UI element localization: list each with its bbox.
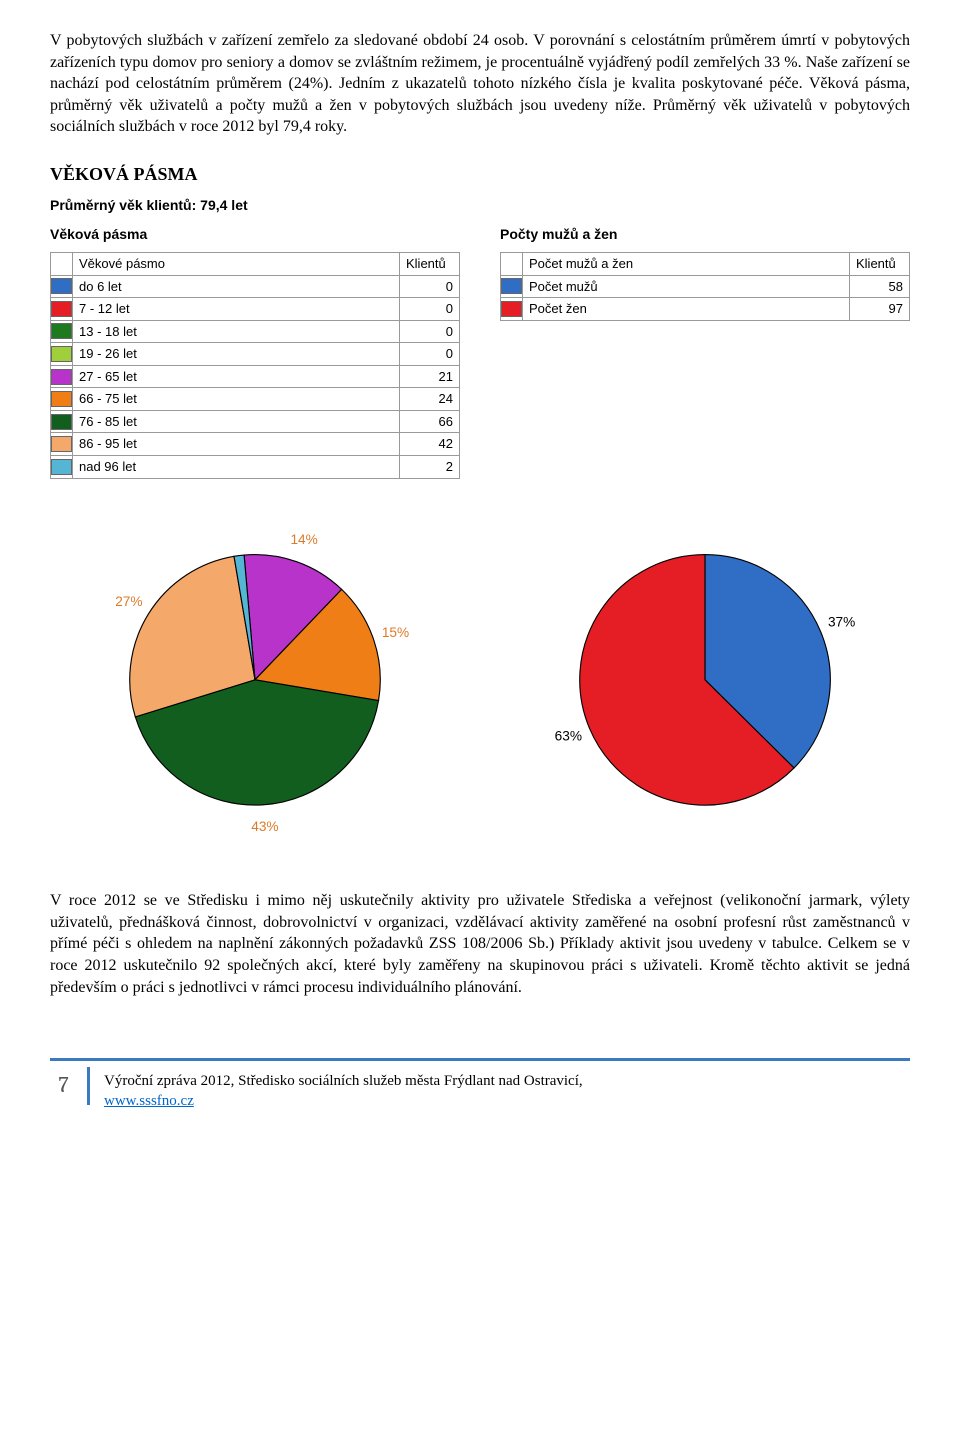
table-row: 13 - 18 let0: [51, 320, 460, 343]
pie-label: 43%: [251, 819, 278, 834]
color-swatch: [51, 436, 72, 452]
footer-text: Výroční zpráva 2012, Středisko sociálníc…: [90, 1067, 583, 1112]
charts-row: 14% 15% 43% 27% 37% 63%: [50, 509, 910, 851]
color-swatch: [51, 414, 72, 430]
table-row: 66 - 75 let24: [51, 388, 460, 411]
row-label: 66 - 75 let: [73, 388, 400, 411]
row-label: 76 - 85 let: [73, 410, 400, 433]
gender-pie-svg: 37% 63%: [500, 509, 910, 851]
table-row: 27 - 65 let21: [51, 365, 460, 388]
pie-label: 63%: [555, 728, 582, 743]
tables-row: Věková pásma Věkové pásmo Klientů do 6 l…: [50, 225, 910, 478]
color-swatch: [51, 301, 72, 317]
table-row: nad 96 let2: [51, 455, 460, 478]
row-value: 97: [850, 298, 910, 321]
row-label: Počet mužů: [523, 275, 850, 298]
age-pie-svg: 14% 15% 43% 27%: [50, 509, 460, 851]
avg-age-label: Průměrný věk klientů: 79,4 let: [50, 196, 910, 215]
age-header-count: Klientů: [400, 253, 460, 276]
color-swatch: [51, 369, 72, 385]
row-value: 58: [850, 275, 910, 298]
pie-label: 37%: [828, 614, 855, 629]
row-value: 42: [400, 433, 460, 456]
color-swatch: [51, 346, 72, 362]
footer-link[interactable]: www.sssfno.cz: [104, 1093, 194, 1109]
gender-table: Počet mužů a žen Klientů Počet mužů58Poč…: [500, 252, 910, 321]
gender-header-label: Počet mužů a žen: [523, 253, 850, 276]
age-pie-chart: 14% 15% 43% 27%: [50, 509, 460, 851]
color-swatch: [51, 391, 72, 407]
pie-label: 15%: [382, 624, 409, 639]
row-value: 24: [400, 388, 460, 411]
section-title: VĚKOVÁ PÁSMA: [50, 162, 910, 186]
age-col-title: Věková pásma: [50, 225, 460, 244]
row-label: Počet žen: [523, 298, 850, 321]
row-value: 0: [400, 298, 460, 321]
gender-column: Počty mužů a žen Počet mužů a žen Klient…: [500, 225, 910, 478]
row-label: 86 - 95 let: [73, 433, 400, 456]
pie-label: 27%: [115, 593, 142, 608]
row-value: 0: [400, 343, 460, 366]
footer-title: Výroční zpráva 2012, Středisko sociálníc…: [104, 1073, 583, 1089]
row-label: 13 - 18 let: [73, 320, 400, 343]
top-paragraph: V pobytových službách v zařízení zemřelo…: [50, 30, 910, 138]
row-value: 2: [400, 455, 460, 478]
color-swatch: [51, 459, 72, 475]
table-row: 7 - 12 let0: [51, 298, 460, 321]
age-header-label: Věkové pásmo: [73, 253, 400, 276]
color-swatch: [51, 323, 72, 339]
gender-col-title: Počty mužů a žen: [500, 225, 910, 244]
row-value: 21: [400, 365, 460, 388]
table-row: 86 - 95 let42: [51, 433, 460, 456]
pie-label: 14%: [290, 531, 317, 546]
table-row: 19 - 26 let0: [51, 343, 460, 366]
age-table: Věkové pásmo Klientů do 6 let07 - 12 let…: [50, 252, 460, 478]
row-label: nad 96 let: [73, 455, 400, 478]
bottom-paragraph: V roce 2012 se ve Středisku i mimo něj u…: [50, 890, 910, 998]
color-swatch: [501, 278, 522, 294]
row-label: 27 - 65 let: [73, 365, 400, 388]
table-row: Počet žen97: [501, 298, 910, 321]
row-value: 0: [400, 320, 460, 343]
table-row: 76 - 85 let66: [51, 410, 460, 433]
gender-pie-chart: 37% 63%: [500, 509, 910, 851]
row-label: do 6 let: [73, 275, 400, 298]
color-swatch: [51, 278, 72, 294]
gender-header-count: Klientů: [850, 253, 910, 276]
row-value: 66: [400, 410, 460, 433]
row-value: 0: [400, 275, 460, 298]
footer: 7 Výroční zpráva 2012, Středisko sociáln…: [50, 1058, 910, 1112]
page-number: 7: [50, 1067, 90, 1105]
table-row: Počet mužů58: [501, 275, 910, 298]
age-column: Věková pásma Věkové pásmo Klientů do 6 l…: [50, 225, 460, 478]
color-swatch: [501, 301, 522, 317]
row-label: 19 - 26 let: [73, 343, 400, 366]
row-label: 7 - 12 let: [73, 298, 400, 321]
table-row: do 6 let0: [51, 275, 460, 298]
